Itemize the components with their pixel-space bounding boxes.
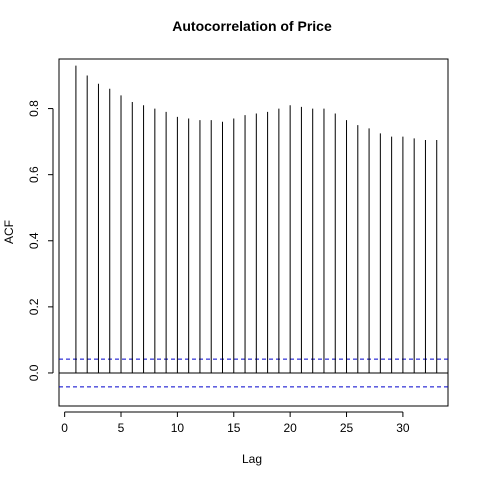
x-tick-label-30: 30: [396, 421, 410, 435]
y-axis-label: ACF: [2, 220, 16, 244]
x-tick-label-10: 10: [171, 421, 185, 435]
x-tick-label-20: 20: [283, 421, 297, 435]
plot-frame: [58, 58, 449, 407]
y-tick-label-0: 0.0: [27, 364, 41, 381]
x-tick-label-25: 25: [340, 421, 354, 435]
y-tick-label-3: 0.6: [27, 166, 41, 183]
plot-area: 0 5 10 15 20 25 30 0.0 0.2 0.4 0.6 0.8: [27, 58, 449, 435]
y-tick-label-1: 0.2: [27, 298, 41, 315]
y-tick-label-2: 0.4: [27, 232, 41, 249]
y-tick-label-4: 0.8: [27, 100, 41, 117]
x-tick-label-0: 0: [61, 421, 68, 435]
chart-title: Autocorrelation of Price: [172, 18, 332, 34]
x-tick-label-5: 5: [118, 421, 125, 435]
x-axis-label: Lag: [242, 452, 262, 466]
x-tick-label-15: 15: [227, 421, 241, 435]
